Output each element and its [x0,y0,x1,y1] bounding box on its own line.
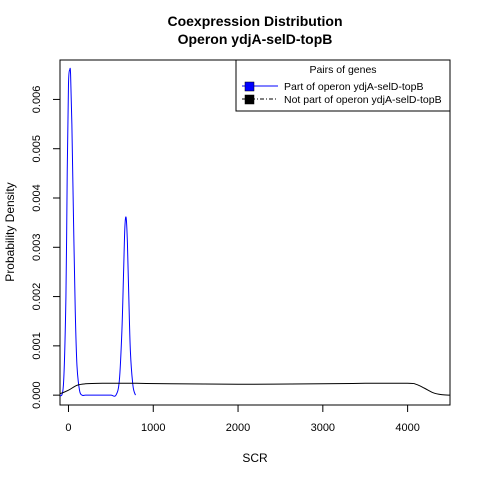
legend-swatch-operon [244,81,255,92]
y-axis: 0.000 0.001 0.002 0.003 0.004 0.005 0.006 [31,86,60,409]
legend-swatch-non-operon [244,94,255,105]
series-line-operon [60,67,136,397]
legend-label-non-operon: Not part of operon ydjA-selD-topB [284,94,442,106]
y-tick-label: 0.003 [31,234,43,262]
y-tick-label: 0.006 [31,86,43,114]
chart-title-line-1: Coexpression Distribution [167,13,342,29]
series-line-non-operon [60,382,450,396]
legend-title: Pairs of genes [309,64,376,76]
legend-label-operon: Part of operon ydjA-selD-topB [284,81,423,93]
series-layer [60,67,450,397]
x-tick-label: 0 [65,422,71,434]
y-axis-label: Probability Density [3,182,17,281]
x-tick-label: 2000 [226,422,250,434]
y-tick-label: 0.000 [31,381,43,409]
x-tick-label: 4000 [395,422,419,434]
y-tick-label: 0.002 [31,283,43,311]
legend: Pairs of genes Part of operon ydjA-selD-… [235,59,451,112]
x-tick-label: 1000 [141,422,165,434]
y-tick-label: 0.005 [31,135,43,163]
y-tick-label: 0.001 [31,332,43,360]
x-axis-label: SCR [242,451,268,465]
y-tick-label: 0.004 [31,184,43,212]
x-axis: 0 1000 2000 3000 4000 [65,405,420,434]
chart-title-line-2: Operon ydjA-selD-topB [178,31,333,47]
x-tick-label: 3000 [311,422,335,434]
